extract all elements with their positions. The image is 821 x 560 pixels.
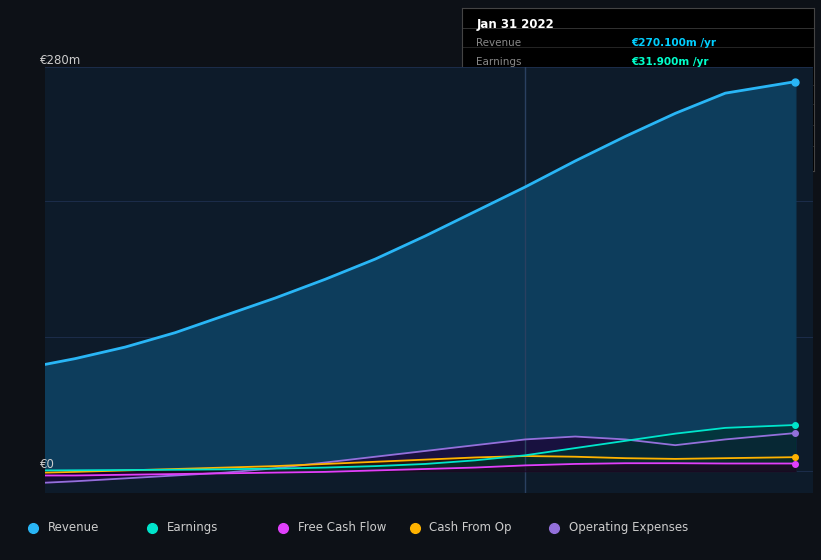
Text: Cash From Op: Cash From Op: [476, 117, 549, 127]
Text: Revenue: Revenue: [476, 38, 521, 48]
Text: Free Cash Flow: Free Cash Flow: [476, 96, 554, 106]
Text: Earnings: Earnings: [167, 521, 218, 534]
Text: 11.8% profit margin: 11.8% profit margin: [631, 75, 736, 85]
Text: €9.700m /yr: €9.700m /yr: [631, 117, 701, 127]
Text: Earnings: Earnings: [476, 57, 522, 67]
Text: €26.400m /yr: €26.400m /yr: [631, 138, 709, 148]
Text: €0: €0: [40, 458, 55, 471]
Text: €270.100m /yr: €270.100m /yr: [631, 38, 716, 48]
Text: Operating Expenses: Operating Expenses: [569, 521, 688, 534]
Text: Operating Expenses: Operating Expenses: [476, 138, 581, 148]
Text: Revenue: Revenue: [48, 521, 99, 534]
Text: €5.300m /yr: €5.300m /yr: [631, 96, 701, 106]
Text: Free Cash Flow: Free Cash Flow: [298, 521, 387, 534]
Text: Cash From Op: Cash From Op: [429, 521, 511, 534]
Text: €280m: €280m: [40, 54, 81, 67]
Text: €31.900m /yr: €31.900m /yr: [631, 57, 709, 67]
Text: Jan 31 2022: Jan 31 2022: [476, 18, 554, 31]
